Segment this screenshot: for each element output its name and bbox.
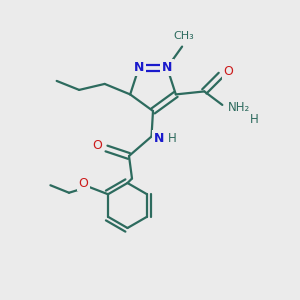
Text: NH₂: NH₂ [228, 101, 250, 114]
Text: O: O [93, 139, 102, 152]
Text: N: N [154, 131, 164, 145]
Text: O: O [224, 65, 233, 78]
Text: H: H [250, 113, 258, 126]
Text: O: O [78, 177, 88, 190]
Text: N: N [162, 61, 172, 74]
Text: CH₃: CH₃ [173, 31, 194, 41]
Text: N: N [134, 61, 144, 74]
Text: H: H [167, 131, 176, 145]
